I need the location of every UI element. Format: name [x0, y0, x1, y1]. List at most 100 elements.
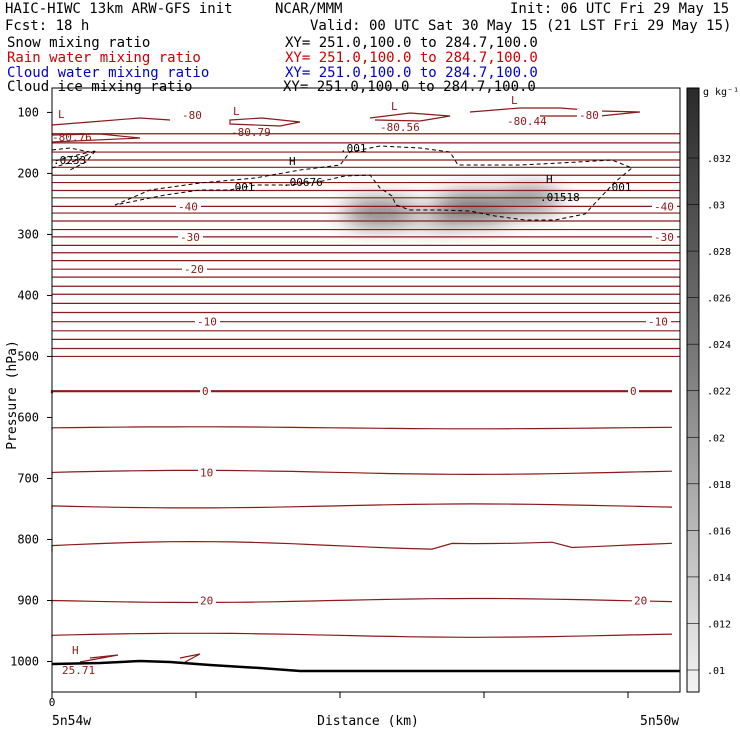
temperature-contour: [51, 133, 141, 143]
extremum-value: -80.56: [380, 121, 420, 134]
label-mask: [652, 200, 677, 213]
y-tick-label: 100: [17, 105, 39, 119]
label-mask: [652, 230, 677, 243]
forecast-hour: Fcst: 18 h: [5, 18, 90, 34]
temperature-label: 0: [202, 385, 209, 398]
label-mask: [628, 385, 639, 398]
label-mask: [178, 230, 203, 243]
colorbar-labels: .032 .03 .028 .026 .024 .022 .02 .018 .016 .014 .0…: [687, 154, 731, 677]
y-tick-label: 300: [17, 227, 39, 241]
terrain-line: [51, 659, 680, 673]
extremum-mark: H: [72, 644, 79, 657]
temperature-contour: [51, 503, 673, 509]
extrema-labels: L -80.76 L -80.79 L -80.56 L -80.44 H .00676 H .015…: [52, 94, 580, 677]
extremum-mark: L: [58, 108, 65, 121]
legend-rain-xy: XY= 251.0,100.0 to 284.7,100.0: [285, 50, 538, 66]
y-tick-label: 700: [17, 471, 39, 485]
extremum-value: -80.76: [52, 131, 92, 144]
label-mask: [646, 315, 671, 328]
temperature-contour: [79, 653, 201, 663]
label-mask: [182, 263, 207, 276]
temperature-label: 0: [630, 385, 637, 398]
extremum-value: -80.79: [231, 126, 271, 139]
label-mask: [198, 594, 216, 607]
colorbar-unit: g kg⁻¹: [703, 87, 739, 98]
colorbar-label: .01: [707, 666, 725, 677]
legend-rain: Rain water mixing ratio: [7, 50, 201, 66]
extremum-value: .01518: [540, 191, 580, 204]
x-end-label-left: 5n54w: [52, 714, 91, 729]
temperature-label: -10: [197, 316, 217, 329]
legend-cloud-ice-xy: XY= 251.0,100.0 to 284.7,100.0: [283, 79, 536, 95]
colorbar-label: .03: [707, 201, 725, 212]
extremum-mark: H: [546, 173, 553, 186]
temperature-contour: [51, 117, 301, 127]
y-axis-label: Pressure (hPa): [5, 340, 20, 450]
cloud-ice-label: .001: [228, 181, 255, 194]
temperature-label: -40: [178, 200, 198, 213]
colorbar-label: .016: [707, 526, 731, 537]
x-axis-ticks: [51, 692, 629, 698]
cloud-ice-label: .001: [340, 142, 367, 155]
label-mask: [195, 315, 220, 328]
y-tick-label: 900: [17, 593, 39, 607]
x-axis-label: Distance (km): [317, 714, 419, 729]
temperature-labels: -80 -80 -40 -40 -30 -30 -20 -10 -10 0 0 10 20 20: [176, 108, 677, 607]
label-mask: [180, 108, 205, 121]
temperature-contour: [51, 426, 673, 430]
temperature-label: 20: [200, 594, 213, 607]
label-mask: [200, 385, 211, 398]
label-mask: [176, 200, 201, 213]
temperature-contour: [51, 597, 673, 604]
label-mask: [577, 108, 602, 121]
cloud-ice-contour: [51, 145, 633, 221]
legend-cloud-water-xy: XY= 251.0,100.0 to 284.7,100.0: [285, 65, 538, 81]
temperature-label: -30: [180, 231, 200, 244]
extremum-mark: L: [511, 94, 518, 107]
temperature-contour: [51, 469, 673, 476]
temperature-contour: [51, 540, 673, 552]
y-axis: 100 200 300 400 500 600 700 800 900 1000: [10, 105, 52, 668]
legend-cloud-ice: Cloud ice mixing ratio: [7, 79, 193, 95]
extremum-mark: L: [233, 105, 240, 118]
y-tick-label: 800: [17, 532, 39, 546]
temperature-label: -30: [654, 231, 674, 244]
valid-time: Valid: 00 UTC Sat 30 May 15 (21 LST Fri …: [310, 18, 732, 34]
y-tick-label: 400: [17, 288, 39, 302]
init-time: Init: 06 UTC Fri 29 May 15: [510, 1, 730, 17]
temperature-contour: [50, 390, 672, 394]
legend-snow-xy: XY= 251.0,100.0 to 284.7,100.0: [285, 35, 538, 51]
y-tick-label: 500: [17, 349, 39, 363]
colorbar-label: .012: [707, 619, 731, 630]
colorbar: [686, 87, 700, 693]
temperature-label: -40: [654, 200, 674, 213]
legend-snow: Snow mixing ratio: [7, 35, 151, 51]
temperature-label: 20: [634, 594, 647, 607]
x-tick-label: 0: [49, 696, 56, 709]
plot-frame: [51, 87, 681, 693]
extremum-value: 25.71: [62, 664, 95, 677]
center-org: NCAR/MMM: [275, 1, 343, 17]
label-mask: [632, 594, 650, 607]
colorbar-label: .02: [707, 433, 725, 444]
extremum-mark: H: [289, 155, 296, 168]
temperature-contour: [51, 632, 673, 638]
colorbar-label: .028: [707, 247, 731, 258]
y-tick-label: 600: [17, 410, 39, 424]
colorbar-label: .022: [707, 387, 731, 398]
title-left: HAIC-HIWC 13km ARW-GFS init: [5, 1, 233, 17]
temperature-label: 10: [200, 466, 213, 479]
colorbar-label: .014: [707, 573, 731, 584]
colorbar-label: .026: [707, 294, 731, 305]
y-tick-label: 1000: [10, 654, 39, 668]
extremum-value: -80.44: [507, 115, 547, 128]
colorbar-label: .032: [707, 154, 731, 165]
temperature-contours: [50, 107, 680, 663]
colorbar-label: .018: [707, 480, 731, 491]
extremum-mark: L: [391, 100, 398, 113]
label-mask: [198, 466, 216, 479]
temperature-label: -20: [184, 263, 204, 276]
colorbar-label: .024: [707, 340, 731, 351]
extremum-value: .00676: [283, 176, 323, 189]
